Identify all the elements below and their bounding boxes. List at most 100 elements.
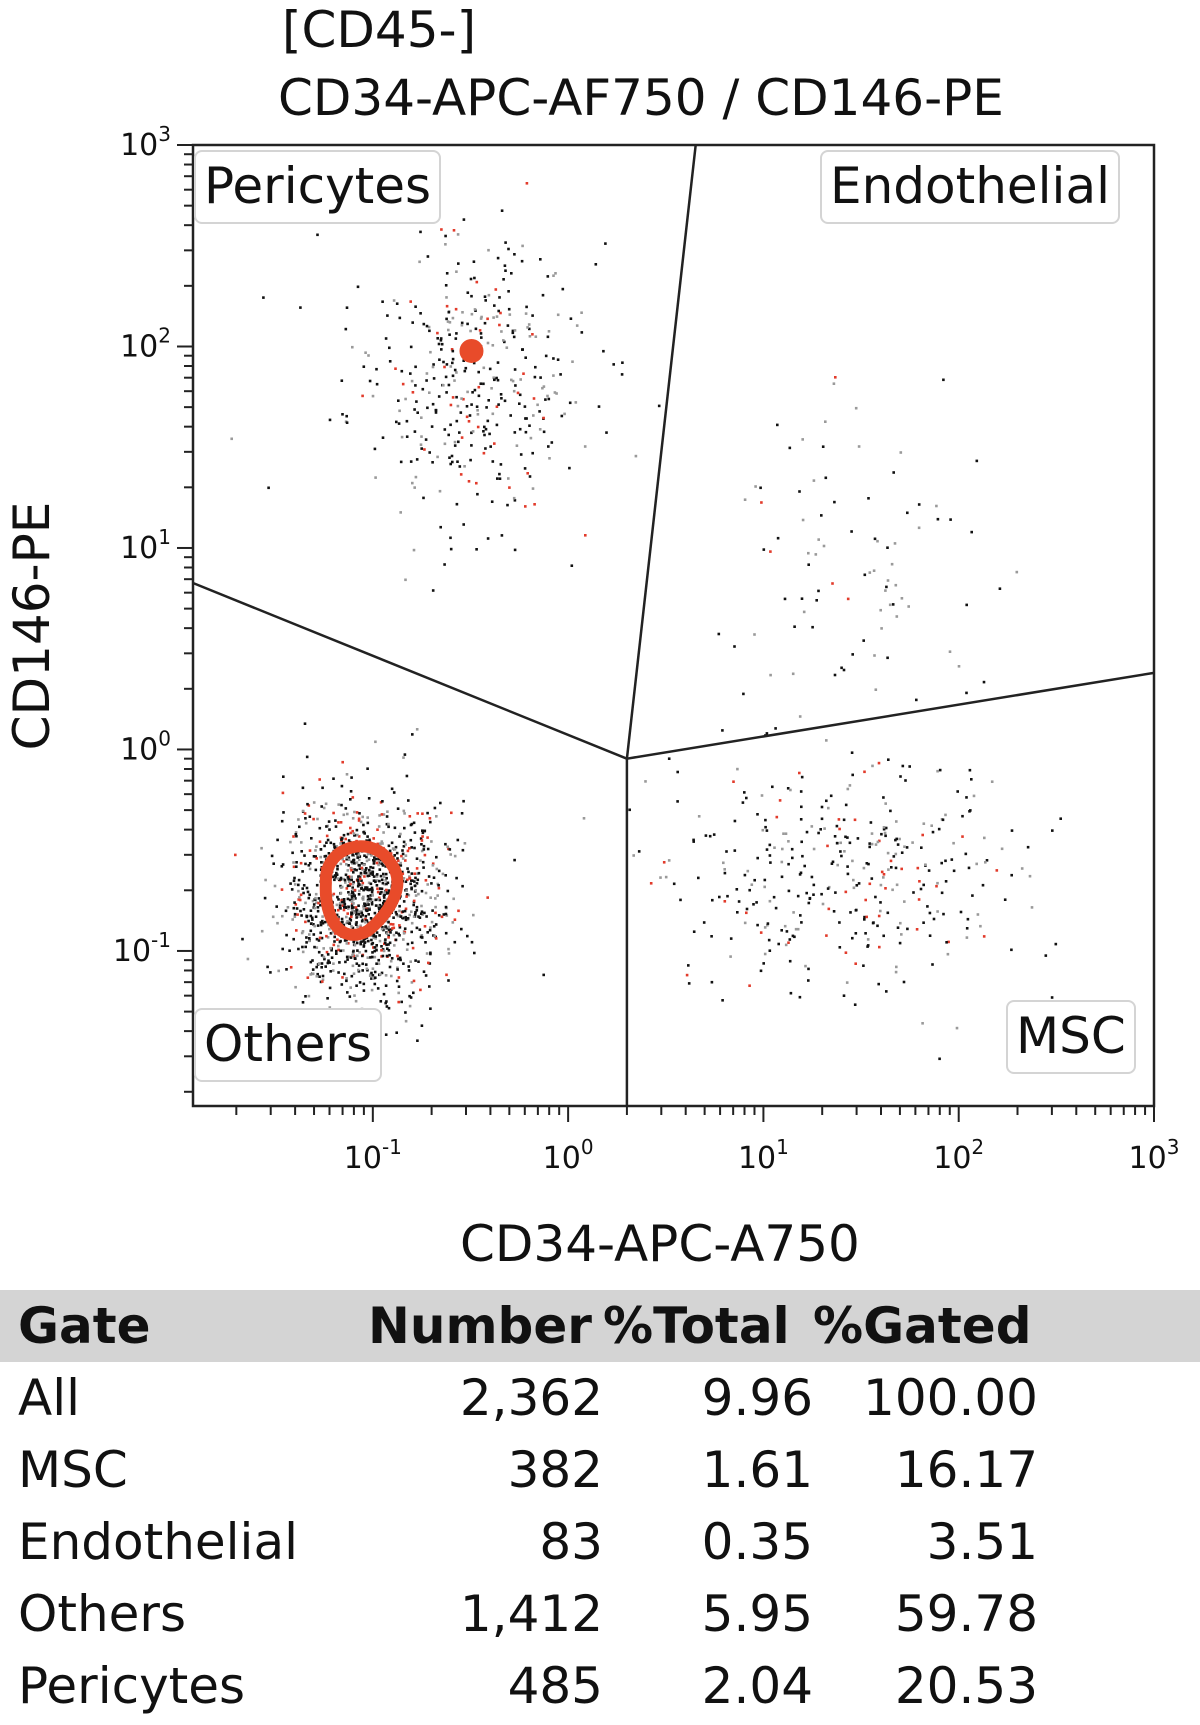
event-dot: [820, 817, 824, 821]
event-dot: [521, 348, 524, 351]
event-dot: [477, 385, 481, 389]
event-dot: [357, 882, 360, 886]
event-dot: [320, 966, 323, 969]
event-dot: [404, 915, 407, 919]
event-dot: [284, 909, 288, 913]
event-dot: [768, 899, 772, 903]
event-dot: [460, 397, 463, 400]
event-dot: [882, 796, 885, 799]
event-dot: [552, 374, 555, 377]
event-dot: [308, 815, 312, 818]
event-dot: [886, 546, 889, 549]
cell-pct-gated: 20.53: [894, 1657, 1038, 1715]
event-dot: [281, 791, 285, 795]
event-dot: [339, 939, 342, 943]
event-dot: [457, 909, 460, 913]
event-dot: [369, 888, 373, 891]
event-dot: [378, 842, 382, 845]
event-dot: [300, 914, 303, 917]
event-dot: [878, 945, 881, 949]
event-dot: [312, 801, 316, 804]
event-dot: [799, 790, 803, 793]
event-dot: [483, 433, 486, 437]
event-dot: [443, 428, 447, 431]
event-dot: [473, 308, 477, 311]
event-dot: [844, 890, 848, 894]
event-dot: [360, 866, 364, 870]
event-dot: [420, 904, 423, 908]
x-tick-label: 102: [933, 1135, 984, 1176]
event-dot: [388, 360, 392, 363]
event-dot: [743, 791, 746, 794]
event-dot: [826, 844, 829, 848]
event-dot: [1051, 829, 1054, 832]
event-dot: [493, 378, 496, 382]
event-dot: [890, 866, 893, 869]
cell-number: 382: [507, 1441, 603, 1499]
gate-label-others: Others: [194, 1008, 383, 1082]
event-dot: [404, 1019, 408, 1023]
event-dot: [766, 922, 770, 925]
event-dot: [342, 841, 346, 845]
event-dot: [326, 838, 330, 842]
event-dot: [332, 962, 335, 965]
event-dot: [234, 853, 237, 857]
event-dot: [799, 871, 803, 875]
event-dot: [891, 888, 894, 892]
event-dot: [602, 349, 605, 353]
event-dot: [575, 324, 579, 327]
event-dot: [353, 888, 357, 892]
event-dot: [355, 868, 358, 872]
event-dot: [373, 955, 377, 959]
event-dot: [331, 930, 335, 934]
event-dot: [377, 857, 380, 861]
event-dot: [509, 414, 512, 417]
event-dot: [378, 939, 382, 943]
event-dot: [431, 862, 435, 865]
event-dot: [399, 864, 403, 867]
event-dot: [298, 896, 301, 899]
event-dot: [420, 447, 423, 450]
cell-pct-total: 1.61: [701, 1441, 813, 1499]
event-dot: [448, 321, 452, 324]
event-dot: [748, 888, 751, 892]
event-dot: [360, 886, 363, 890]
event-dot: [917, 898, 921, 901]
event-dot: [421, 835, 424, 838]
event-dot: [368, 871, 371, 874]
event-dot: [735, 888, 739, 891]
event-dot: [421, 812, 424, 815]
event-dot: [444, 912, 448, 916]
event-dot: [484, 299, 487, 302]
event-dot: [524, 356, 527, 359]
event-dot: [455, 419, 459, 423]
event-dot: [555, 392, 558, 395]
event-dot: [345, 942, 349, 945]
event-dot: [346, 832, 350, 836]
event-dot: [334, 825, 338, 828]
event-dot: [406, 867, 409, 870]
event-dot: [316, 817, 319, 821]
event-dot: [496, 378, 500, 382]
event-dot: [396, 807, 400, 810]
event-dot: [824, 476, 828, 480]
event-dot: [409, 372, 412, 375]
event-dot: [355, 916, 358, 919]
event-dot: [382, 894, 386, 897]
event-dot: [759, 486, 762, 490]
event-dot: [426, 255, 430, 258]
event-dot: [879, 909, 882, 913]
event-dots: [230, 182, 1062, 1073]
cell-number: 1,412: [459, 1585, 603, 1643]
event-dot: [271, 915, 275, 919]
event-dot: [435, 867, 439, 871]
event-dot: [429, 896, 432, 899]
event-dot: [896, 926, 900, 929]
event-dot: [748, 984, 751, 987]
event-dot: [374, 476, 377, 479]
event-dot: [649, 882, 653, 885]
event-dot: [378, 814, 381, 817]
event-dot: [959, 910, 963, 914]
event-dot: [447, 847, 450, 851]
event-dot: [784, 832, 788, 835]
